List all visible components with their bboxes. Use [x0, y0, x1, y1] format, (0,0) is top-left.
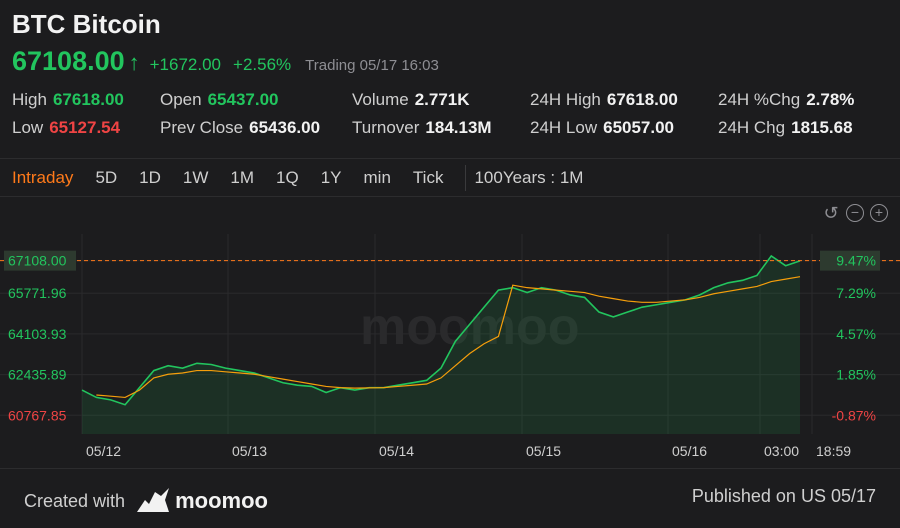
divider [0, 158, 900, 159]
footer: Created with moomoo Published on US 05/1… [0, 478, 900, 518]
created-label: Created with [24, 490, 126, 511]
stat-label: Prev Close [160, 118, 244, 137]
x-tick: 05/13 [232, 443, 267, 459]
stat-label: High [12, 90, 47, 109]
stat-value: 65127.54 [49, 118, 121, 137]
stat-label: 24H Chg [718, 118, 786, 137]
price-change-percent: +2.56% [233, 55, 292, 74]
tab-min[interactable]: min [363, 168, 391, 187]
divider [0, 196, 900, 197]
tab-1m[interactable]: 1M [230, 168, 255, 187]
stat-value: 67618.00 [52, 90, 124, 109]
y-tick-right: 7.29% [836, 285, 876, 301]
stat-prev-close: Prev Close 65436.00 [160, 118, 320, 138]
watermark: moomoo [360, 298, 580, 356]
stat-volume: Volume 2.771K [352, 90, 470, 110]
stat-turnover: Turnover 184.13M [352, 118, 492, 138]
quote-header: BTC Bitcoin 67108.00 ↑ +1672.00 +2.56% T… [12, 8, 892, 78]
trading-status: Trading 05/17 16:03 [305, 57, 439, 74]
stat-value: 65057.00 [603, 118, 675, 137]
chart-tools: ↺ − + [822, 204, 888, 222]
zoom-out-icon[interactable]: − [846, 204, 864, 222]
period-tabs: Intraday 5D 1D 1W 1M 1Q 1Y min Tick 100Years : 1M [12, 165, 584, 191]
y-tick-right: 9.47% [836, 253, 876, 269]
moomoo-bull-icon [137, 488, 170, 512]
current-pct-tag [820, 250, 880, 271]
stat-open: Open 65437.00 [160, 90, 279, 110]
average-line [96, 276, 801, 399]
stat-value: 2.78% [806, 90, 855, 109]
price-chart[interactable]: moomoo 67108.00 65771.96 64103.93 62435.89 60… [0, 226, 900, 466]
tab-1w[interactable]: 1W [182, 168, 209, 187]
undo-icon[interactable]: ↺ [823, 203, 839, 223]
stat-label: Volume [352, 90, 409, 109]
x-tick: 05/15 [526, 443, 561, 459]
x-tick: 05/14 [379, 443, 414, 459]
zoom-in-icon[interactable]: + [870, 204, 888, 222]
y-tick-left: 65771.96 [8, 285, 67, 301]
stat-value: 184.13M [425, 118, 492, 137]
stat-value: 1815.68 [791, 118, 853, 137]
y-tick-left: 67108.00 [8, 253, 67, 269]
price-row: 67108.00 ↑ +1672.00 +2.56% Trading 05/17… [12, 46, 892, 78]
y-tick-right: 1.85% [836, 367, 876, 383]
quote-stats: High 67618.00 Low 65127.54 Open 65437.00 Pr… [12, 90, 892, 146]
stat-label: Low [12, 118, 44, 137]
stat-label: Open [160, 90, 202, 109]
symbol-title: BTC Bitcoin [12, 9, 161, 39]
current-price-tag [4, 250, 76, 271]
stat-high: High 67618.00 [12, 90, 124, 110]
y-tick-left: 62435.89 [8, 367, 67, 383]
moomoo-logo: moomoo [135, 486, 268, 516]
y-tick-right: -0.87% [832, 407, 876, 423]
tab-1d[interactable]: 1D [139, 168, 161, 187]
stat-low: Low 65127.54 [12, 118, 120, 138]
stat-24h-high: 24H High 67618.00 [530, 90, 678, 110]
divider [0, 468, 900, 469]
up-arrow-icon: ↑ [128, 50, 140, 75]
stat-label: 24H Low [530, 118, 598, 137]
stat-value: 65437.00 [207, 90, 279, 109]
tab-100years[interactable]: 100Years : 1M [474, 168, 584, 187]
tab-tick[interactable]: Tick [412, 168, 444, 187]
y-tick-right: 4.57% [836, 326, 876, 342]
price-change: +1672.00 [149, 55, 222, 74]
stat-label: 24H %Chg [718, 90, 801, 109]
stat-label: 24H High [530, 90, 601, 109]
tab-1y[interactable]: 1Y [320, 168, 342, 187]
stat-value: 65436.00 [249, 118, 321, 137]
last-price: 67108.00 [12, 46, 125, 76]
y-tick-left: 60767.85 [8, 407, 67, 423]
stat-value: 2.771K [414, 90, 470, 109]
stat-24h-pct: 24H %Chg 2.78% [718, 90, 854, 110]
stat-24h-chg: 24H Chg 1815.68 [718, 118, 853, 138]
tab-intraday[interactable]: Intraday [12, 168, 74, 187]
stat-24h-low: 24H Low 65057.00 [530, 118, 674, 138]
x-tick: 05/16 [672, 443, 707, 459]
x-tick: 18:59 [816, 443, 851, 459]
tab-separator [465, 165, 467, 191]
brand-name: moomoo [175, 488, 268, 513]
created-with: Created with moomoo [24, 486, 268, 516]
price-area [82, 255, 800, 434]
stat-value: 67618.00 [606, 90, 678, 109]
tab-1q[interactable]: 1Q [276, 168, 299, 187]
x-tick: 03:00 [764, 443, 799, 459]
tab-5d[interactable]: 5D [95, 168, 118, 187]
published-date: Published on US 05/17 [691, 486, 876, 506]
y-tick-left: 64103.93 [8, 326, 67, 342]
x-tick: 05/12 [86, 443, 121, 459]
stat-label: Turnover [352, 118, 420, 137]
